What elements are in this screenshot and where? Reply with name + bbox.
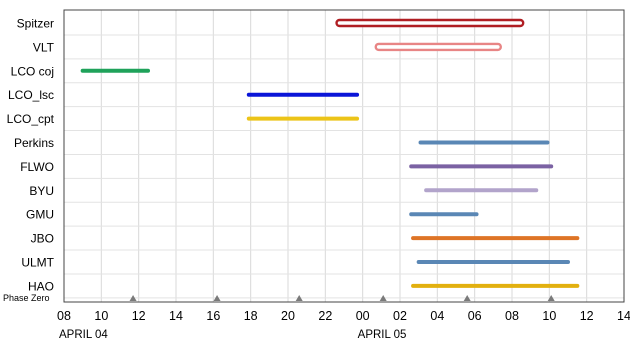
phase-zero-marker: [213, 295, 221, 301]
range-bar: [374, 42, 503, 52]
category-label: Spitzer: [17, 17, 54, 31]
plot-frame: [63, 9, 625, 303]
date-label: APRIL 04: [59, 329, 108, 341]
x-tick-label: 10: [94, 309, 108, 323]
phase-zero-markers: [129, 295, 555, 301]
phase-zero-marker: [547, 295, 555, 301]
x-tick-label: 12: [580, 309, 594, 323]
phase-zero-marker: [295, 295, 303, 301]
category-labels: Spitzer VLT LCO coj LCO_lsc LCO_cpt Perkins FL…: [7, 17, 55, 294]
grid: [63, 10, 625, 302]
category-label: JBO: [31, 232, 54, 246]
category-label: HAO: [28, 279, 54, 293]
x-tick-label: 06: [468, 309, 482, 323]
phase-zero-marker: [379, 295, 387, 301]
category-label: LCO_lsc: [8, 88, 54, 102]
x-tick-label: 08: [57, 309, 71, 323]
category-label: ULMT: [21, 256, 54, 270]
phase-zero-marker: [129, 295, 137, 301]
x-tick-label: 22: [318, 309, 332, 323]
x-tick-label: 08: [505, 309, 519, 323]
range-bar: [335, 18, 525, 28]
x-tick-label: 18: [244, 309, 258, 323]
x-tick-label: 14: [617, 309, 630, 323]
category-label: FLWO: [20, 160, 54, 174]
category-label: LCO_cpt: [7, 112, 55, 126]
phase-zero-marker: [463, 295, 471, 301]
category-label: Perkins: [14, 136, 54, 150]
x-tick-label: 10: [542, 309, 556, 323]
date-label: APRIL 05: [358, 329, 407, 341]
x-tick-label: 20: [281, 309, 295, 323]
category-label: VLT: [33, 40, 55, 54]
range-bars: [80, 18, 580, 288]
category-label: LCO coj: [11, 64, 54, 78]
category-label: GMU: [26, 208, 54, 222]
date-labels: APRIL 04 APRIL 05: [59, 329, 406, 341]
x-tick-labels: 08 10 12 14 16 18 20 22 00 02 04 06 08 10 12 14: [57, 309, 630, 323]
x-tick-label: 14: [169, 309, 183, 323]
phase-zero-label: Phase Zero: [3, 293, 50, 303]
x-tick-label: 04: [430, 309, 444, 323]
x-tick-label: 02: [393, 309, 407, 323]
x-tick-label: 12: [132, 309, 146, 323]
category-label: BYU: [29, 184, 54, 198]
x-tick-label: 16: [206, 309, 220, 323]
x-tick-label: 00: [356, 309, 370, 323]
